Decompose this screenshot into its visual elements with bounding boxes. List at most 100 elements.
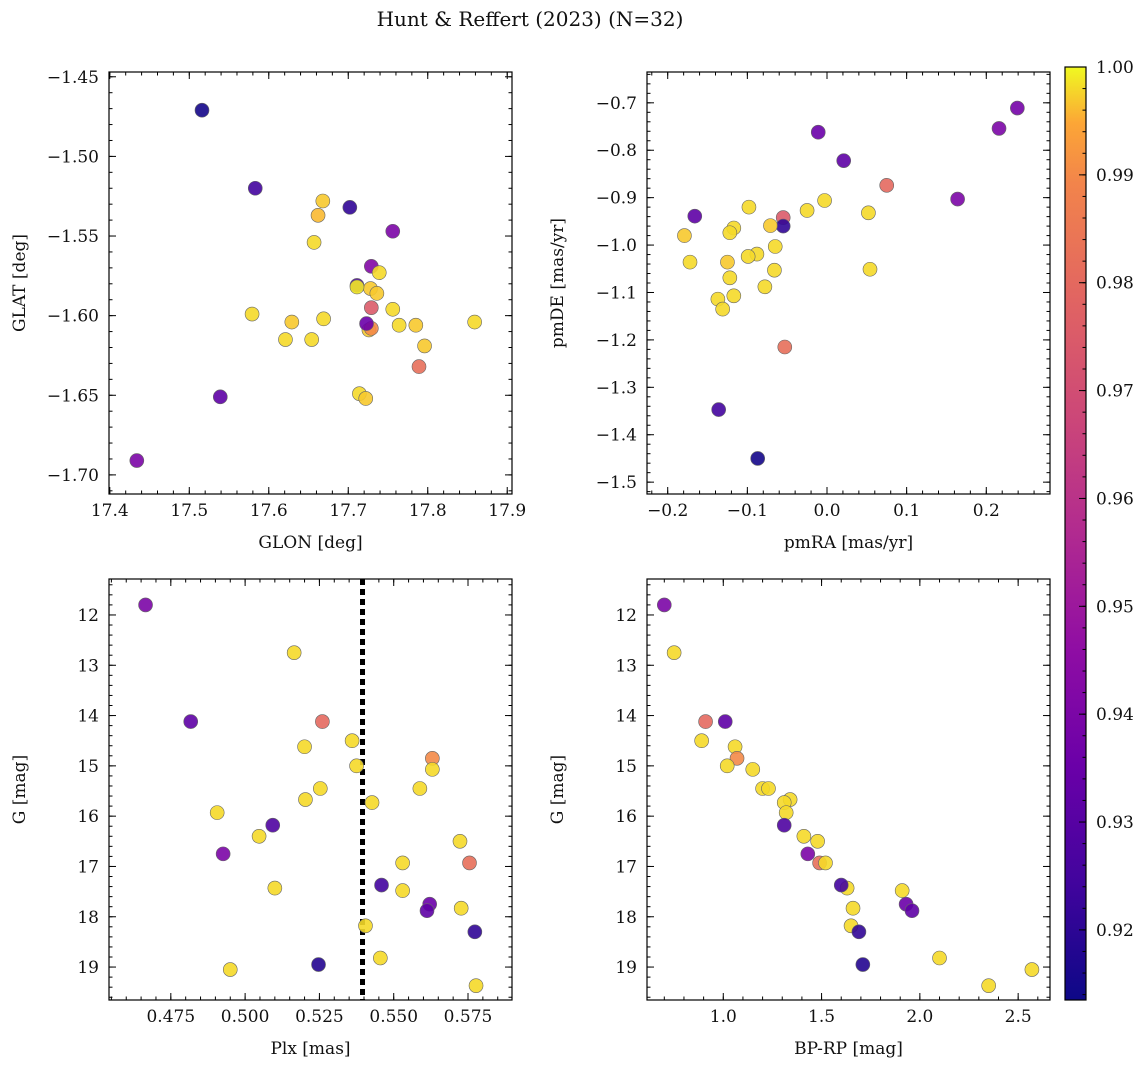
data-point (425, 762, 440, 777)
x-tick-label: 0.0 (813, 501, 840, 521)
data-point (374, 877, 389, 893)
data-point (304, 332, 319, 347)
axes-frame (108, 71, 513, 495)
data-point (855, 957, 871, 972)
y-axis-label: G [mag] (548, 755, 568, 824)
x-tick-label: 0.550 (369, 1007, 418, 1027)
data-point (817, 193, 832, 208)
data-point (194, 102, 210, 118)
data-point (265, 817, 281, 833)
data-point (129, 453, 145, 468)
x-tick-label: 1.0 (710, 1007, 737, 1027)
data-point (364, 795, 380, 810)
x-tick-label: 0.575 (444, 1007, 493, 1027)
data-point (767, 239, 783, 254)
y-tick-label: 17 (77, 857, 99, 877)
panel-p1: 17.4 17.5 17.6 17.7 17.8 17.9 −1.45 −1.50 −1.55 −… (10, 68, 526, 553)
data-point (800, 846, 816, 862)
data-point (836, 153, 852, 168)
data-point (385, 223, 401, 239)
y-tick-label: 12 (77, 606, 99, 626)
data-point (468, 978, 484, 993)
data-point (757, 279, 773, 295)
x-axis-label: GLON [deg] (258, 533, 362, 553)
data-point (666, 645, 682, 660)
y-tick-label: 18 (77, 908, 99, 928)
y-tick-label: 15 (615, 757, 637, 777)
y-tick-label: 16 (77, 807, 99, 827)
data-point (715, 301, 730, 317)
data-point (894, 883, 910, 898)
data-point (761, 781, 776, 796)
x-tick-label: 2.5 (1005, 1007, 1032, 1027)
y-tick-label: −1.0 (596, 236, 637, 256)
data-point (750, 451, 766, 466)
data-point (767, 262, 782, 278)
data-point (717, 714, 733, 729)
data-point (775, 218, 791, 234)
data-point (740, 249, 756, 264)
data-point (358, 918, 373, 934)
data-point (796, 828, 812, 844)
y-tick-label: 17 (615, 857, 637, 877)
data-point (799, 203, 815, 218)
data-point (359, 316, 374, 331)
panel-p3: 0.475 0.500 0.525 0.550 0.575 12 13 14 15 16 17 18 1… (10, 578, 513, 1059)
data-point (344, 733, 360, 749)
data-point (417, 338, 432, 354)
x-tick-label: 17.4 (91, 501, 129, 521)
y-tick-label: 16 (615, 807, 637, 827)
y-tick-label: −1.70 (47, 466, 99, 486)
colorbar-tick-label: 0.93 (1096, 813, 1134, 833)
data-point (349, 279, 365, 295)
data-point (682, 254, 698, 270)
x-tick-label: 17.7 (329, 501, 367, 521)
plots: 17.4 17.5 17.6 17.7 17.8 17.9 −1.45 −1.50 −1.55 −… (10, 68, 1051, 1059)
data-point (364, 300, 379, 315)
data-point (845, 900, 861, 916)
y-axis-label: GLAT [deg] (10, 234, 30, 332)
data-point (1024, 962, 1040, 977)
colorbar-tick-label: 0.92 (1096, 921, 1134, 941)
x-tick-label: 0.525 (295, 1007, 344, 1027)
data-point (342, 200, 358, 215)
data-point (313, 781, 328, 796)
data-point (763, 218, 778, 233)
y-tick-label: −1.4 (596, 426, 637, 446)
y-tick-label: −0.7 (596, 94, 637, 114)
y-tick-label: 14 (77, 707, 99, 727)
y-axis-label: G [mag] (10, 755, 30, 824)
y-tick-label: −1.60 (47, 307, 99, 327)
data-point (981, 978, 996, 993)
data-point (777, 339, 793, 355)
axes-frame (646, 578, 1051, 1001)
data-point (315, 714, 330, 729)
data-point (862, 261, 878, 277)
y-tick-label: 12 (615, 606, 637, 626)
y-axis-label: pmDE [mas/yr] (548, 218, 568, 348)
data-point (810, 124, 826, 140)
data-point (694, 733, 709, 749)
panel-p2: −0.2 −0.1 0.0 0.1 0.2 −0.7 −0.8 −0.9 −1.0 −1.1 −1.… (548, 71, 1051, 553)
y-tick-label: 18 (615, 908, 637, 928)
data-point (722, 225, 738, 241)
data-point (310, 208, 326, 223)
colorbar-frame (1064, 66, 1087, 1001)
data-point (311, 957, 326, 972)
data-point (932, 950, 947, 966)
y-tick-label: −1.2 (596, 331, 637, 351)
x-tick-label: 2.0 (906, 1007, 933, 1027)
data-point (810, 834, 825, 849)
x-tick-label: 17.8 (409, 501, 447, 521)
data-point (950, 191, 965, 207)
y-tick-label: −1.50 (47, 147, 99, 167)
axes-frame (646, 71, 1051, 495)
colorbar-tick-label: 0.96 (1096, 489, 1134, 509)
colorbar-tick-label: 0.99 (1096, 166, 1134, 186)
colorbar-tick-label: 0.95 (1096, 597, 1134, 617)
data-point (222, 962, 238, 977)
data-point (462, 855, 477, 871)
data-point (818, 855, 833, 871)
data-point (267, 880, 283, 896)
